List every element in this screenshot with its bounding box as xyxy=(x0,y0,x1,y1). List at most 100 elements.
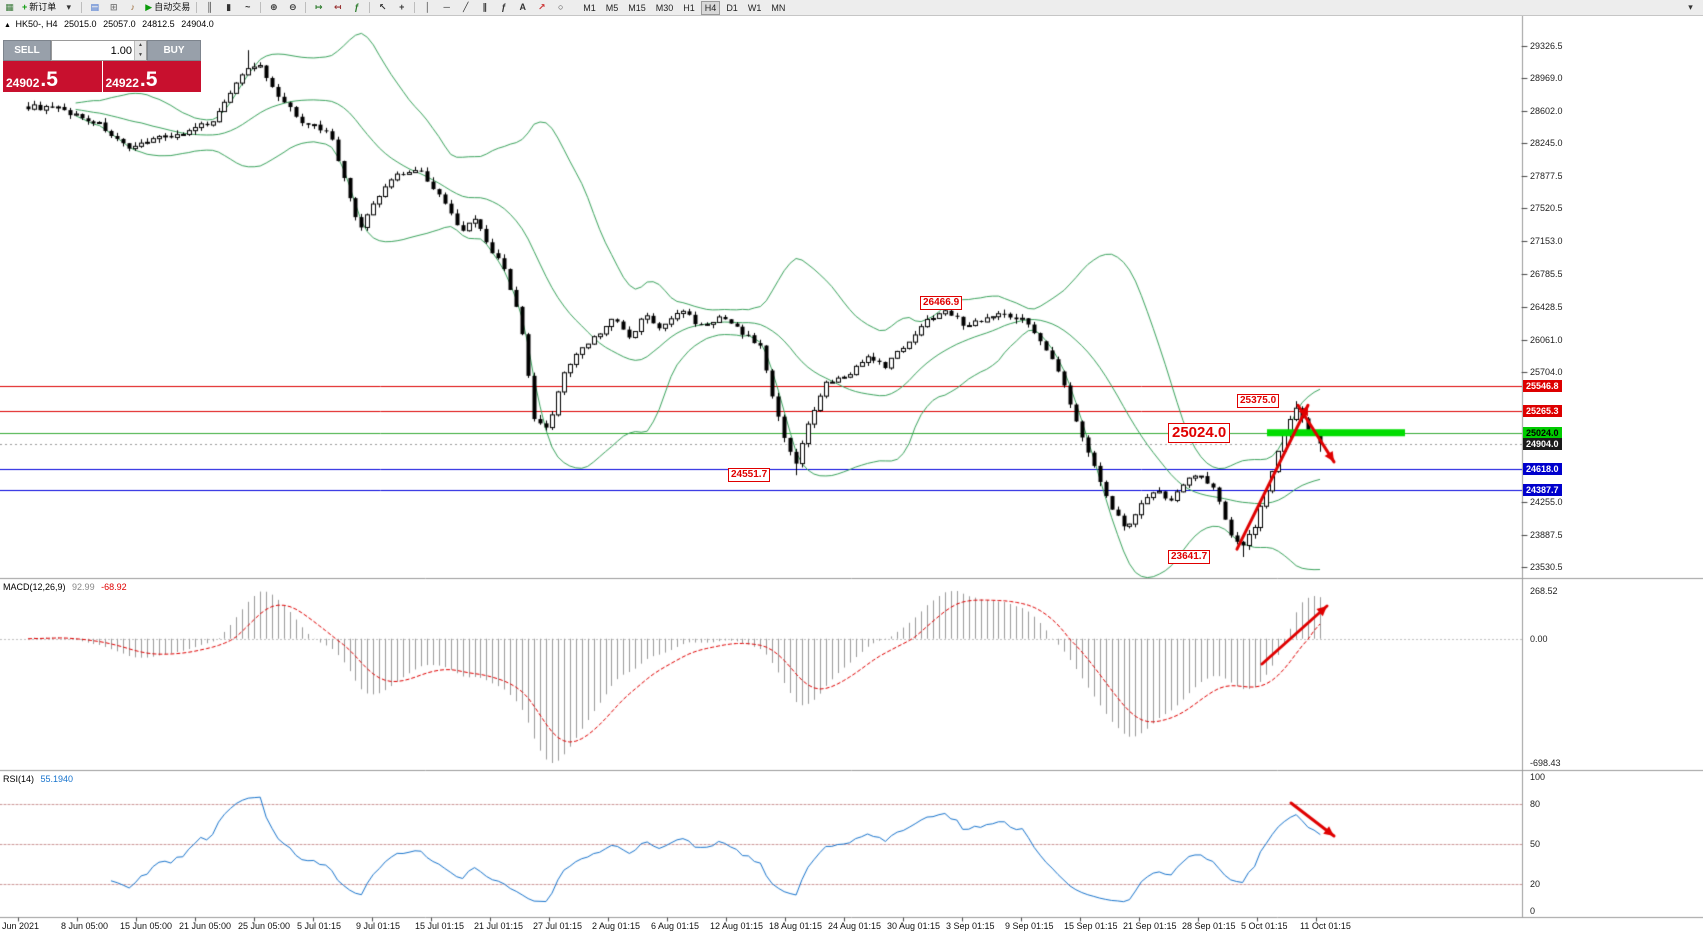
timeframe-m30-button[interactable]: M30 xyxy=(655,2,674,13)
buy-price-frac: .5 xyxy=(139,68,158,91)
market-watch-icon: ▤ xyxy=(90,2,100,12)
sell-button[interactable]: SELL xyxy=(3,40,51,61)
sound-alert-button[interactable]: ♪ xyxy=(124,1,141,14)
price-badge-24387.7: 24387.7 xyxy=(1523,483,1562,496)
toolbar-separator xyxy=(260,2,262,13)
sell-price-main: 24902 xyxy=(6,76,40,90)
time-tick-label: 8 Jun 05:00 xyxy=(61,921,109,931)
price-tick-label: 28969.0 xyxy=(1530,73,1563,84)
autotrading-button[interactable]: ▶ 自动交易 xyxy=(143,1,192,14)
shapes-button[interactable]: ○ xyxy=(552,1,569,14)
time-tick-label: 15 Jun 05:00 xyxy=(120,921,173,931)
price-badge-24904.0: 24904.0 xyxy=(1523,437,1562,450)
indicators-button[interactable]: ƒ xyxy=(348,1,365,14)
horizontal-line-button[interactable]: ─ xyxy=(438,1,455,14)
toolbar-separator xyxy=(305,2,307,13)
one-click-trading-panel: SELL ▲ ▼ BUY 24902 .5 24922 .5 xyxy=(3,40,201,92)
auto-scroll-button[interactable]: ↦ xyxy=(310,1,327,14)
trendline-button[interactable]: ╱ xyxy=(457,1,474,14)
toolbar-separator xyxy=(369,2,371,13)
ohlc-close: 24904.0 xyxy=(181,19,214,29)
timeframe-m15-button[interactable]: M15 xyxy=(628,2,646,13)
time-tick-label: 9 Jul 01:15 xyxy=(356,921,401,931)
ohlc-open: 25015.0 xyxy=(64,19,97,29)
volume-up-icon[interactable]: ▲ xyxy=(135,41,146,51)
chart-shift-icon: ↤ xyxy=(333,2,342,12)
bar-chart-icon: ║ xyxy=(206,2,213,12)
chart-window-button[interactable]: ▦ xyxy=(1,1,18,14)
buy-button[interactable]: BUY xyxy=(147,40,201,61)
rsi-tick-label: 0 xyxy=(1530,906,1536,916)
zoom-in-button[interactable]: ⊕ xyxy=(265,1,282,14)
new-order-button[interactable]: + 新订单 xyxy=(20,1,58,14)
fibonacci-button[interactable]: ƒ xyxy=(495,1,512,14)
timeframe-mn-button[interactable]: MN xyxy=(771,2,786,13)
macd-tick-label: -698.43 xyxy=(1530,758,1561,768)
rsi-value: 55.1940 xyxy=(40,774,74,784)
toolbar-separator xyxy=(414,2,416,13)
timeframe-m5-button[interactable]: M5 xyxy=(605,2,619,13)
timeframe-d1-button[interactable]: D1 xyxy=(726,2,738,13)
price-callout-25024.0[interactable]: 25024.0 xyxy=(1168,422,1231,443)
text-button[interactable]: A xyxy=(514,1,531,14)
channel-icon: ∥ xyxy=(482,2,487,12)
shapes-icon: ○ xyxy=(558,2,564,12)
navigator-button[interactable]: ⊞ xyxy=(105,1,122,14)
time-tick-label: 5 Oct 01:15 xyxy=(1241,921,1288,931)
trendline-icon: ╱ xyxy=(463,2,469,12)
macd-name: MACD(12,26,9) xyxy=(3,582,66,592)
price-callout-23641.7[interactable]: 23641.7 xyxy=(1168,550,1211,564)
market-watch-button[interactable]: ▤ xyxy=(86,1,103,14)
auto-scroll-icon: ↦ xyxy=(314,2,323,12)
time-tick-label: 3 Sep 01:15 xyxy=(946,921,995,931)
timeframe-h1-button[interactable]: H1 xyxy=(683,2,695,13)
text-icon: A xyxy=(519,2,526,12)
crosshair-button[interactable]: + xyxy=(393,1,410,14)
volume-input[interactable] xyxy=(52,41,134,60)
zoom-out-button[interactable]: ⊖ xyxy=(284,1,301,14)
bar-chart-button[interactable]: ║ xyxy=(201,1,218,14)
price-tick-label: 23887.5 xyxy=(1530,529,1563,540)
cursor-button[interactable]: ↖ xyxy=(374,1,391,14)
channel-button[interactable]: ∥ xyxy=(476,1,493,14)
buy-price-box[interactable]: 24922 .5 xyxy=(102,61,201,92)
price-callout-24551.7[interactable]: 24551.7 xyxy=(728,468,771,483)
volume-down-icon[interactable]: ▼ xyxy=(135,50,146,60)
arrow-object-button[interactable]: ↗ xyxy=(533,1,550,14)
macd-value-signal: -68.92 xyxy=(101,582,127,592)
symbol-info: ▲ HK50-, H4 25015.0 25057.0 24812.5 2490… xyxy=(4,19,218,29)
expert-dropdown-button[interactable]: ▾ xyxy=(60,1,77,14)
rsi-tick-label: 50 xyxy=(1530,839,1541,849)
time-tick-label: 27 Jul 01:15 xyxy=(533,921,583,931)
price-tick-label: 26428.5 xyxy=(1530,301,1563,312)
toolbar: ▦ + 新订单 ▾ ▤ ⊞ ♪ ▶ 自动交易 ║ ▮ ~ ⊕ ⊖ ↦ ↤ ƒ ↖ + │ ─ ╱ ∥ ƒ A ↗ ○ M1 M5 M15… xyxy=(0,0,1703,16)
macd-value-main: 92.99 xyxy=(72,582,95,592)
vertical-line-button[interactable]: │ xyxy=(419,1,436,14)
volume-field: ▲ ▼ xyxy=(51,40,147,61)
line-chart-icon: ~ xyxy=(245,2,251,12)
line-chart-button[interactable]: ~ xyxy=(239,1,256,14)
timeframe-w1-button[interactable]: W1 xyxy=(747,2,762,13)
price-tick-label: 23530.5 xyxy=(1530,562,1563,572)
toolbar-overflow-button[interactable]: ▾ xyxy=(1682,1,1699,14)
zoom-in-icon: ⊕ xyxy=(269,2,278,12)
price-badge-25546.8: 25546.8 xyxy=(1523,379,1562,392)
ohlc-low: 24812.5 xyxy=(142,19,175,29)
price-callout-25375.0[interactable]: 25375.0 xyxy=(1237,394,1280,409)
timeframe-h4-button[interactable]: H4 xyxy=(700,0,721,15)
time-tick-label: 12 Aug 01:15 xyxy=(710,921,764,931)
fibonacci-icon: ƒ xyxy=(501,2,507,12)
price-badge-25265.3: 25265.3 xyxy=(1523,405,1562,418)
horizontal-line-icon: ─ xyxy=(443,2,450,12)
timeframe-m1-button[interactable]: M1 xyxy=(583,2,596,13)
price-callout-26466.9[interactable]: 26466.9 xyxy=(920,296,963,311)
time-tick-label: 25 Jun 05:00 xyxy=(238,921,291,931)
price-tick-label: 29326.5 xyxy=(1530,41,1563,51)
toolbar-groups: ▦ + 新订单 ▾ ▤ ⊞ ♪ ▶ 自动交易 ║ ▮ ~ ⊕ ⊖ ↦ ↤ ƒ ↖ + │ ─ ╱ ∥ ƒ A ↗ ○ xyxy=(0,0,570,15)
candle-chart-button[interactable]: ▮ xyxy=(220,1,237,14)
time-tick-label: 21 Jun 05:00 xyxy=(179,921,232,931)
chart-shift-button[interactable]: ↤ xyxy=(329,1,346,14)
sell-price-box[interactable]: 24902 .5 xyxy=(3,61,102,92)
vertical-line-icon: │ xyxy=(424,2,431,12)
